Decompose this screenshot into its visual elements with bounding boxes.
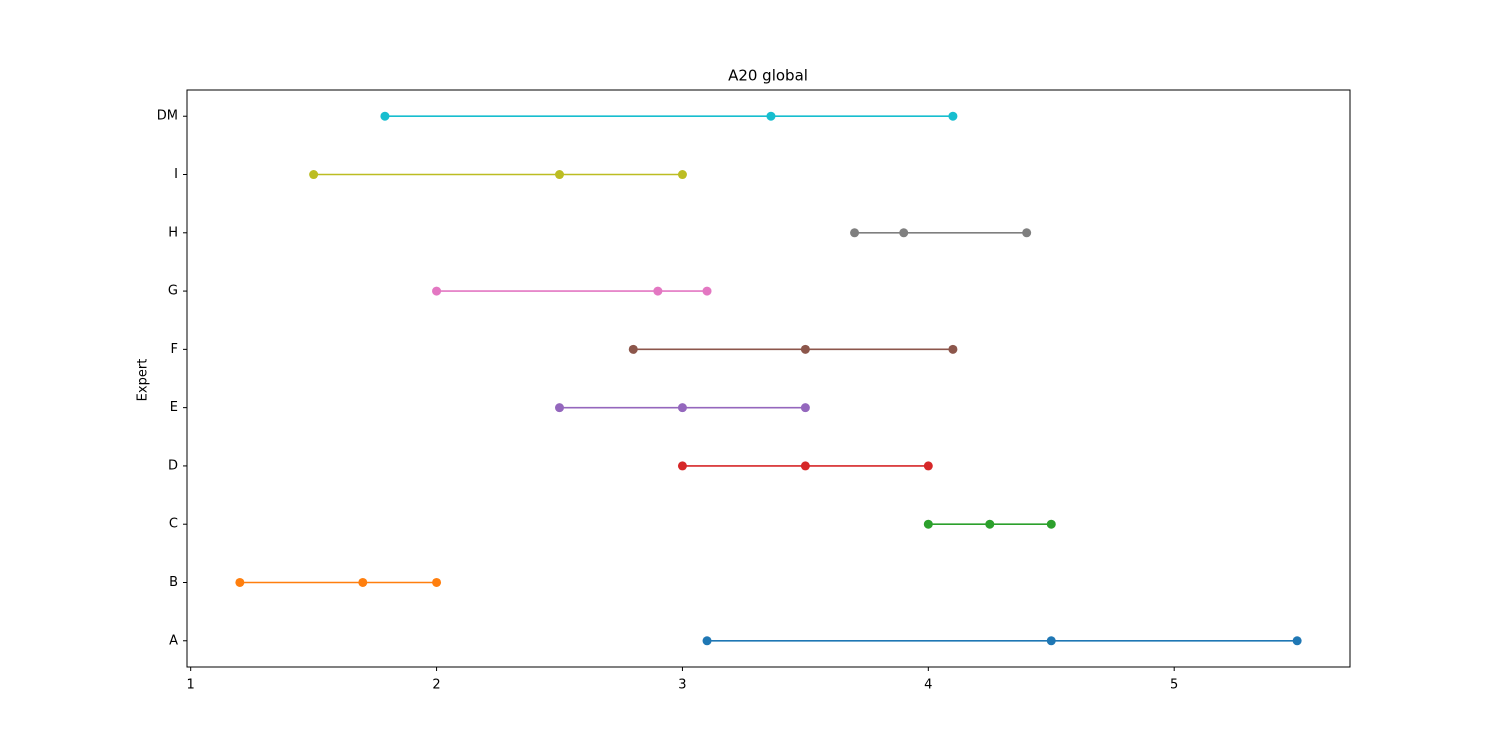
marker [628,344,638,354]
marker [800,461,810,471]
x-tick-label: 3 [678,678,686,693]
y-tick-label: C [169,517,178,532]
marker [432,577,442,587]
marker [309,170,319,180]
marker [380,111,390,121]
x-tick-label: 5 [1170,678,1178,693]
y-tick-label: B [169,575,178,590]
plot-frame [186,89,1351,668]
y-tick-label: G [168,284,178,299]
marker [677,170,687,180]
chart-title: A20 global [728,67,808,85]
marker [850,228,860,238]
marker [899,228,909,238]
y-axis-label: Expert [136,359,151,402]
marker [923,519,933,529]
marker [1046,636,1056,646]
marker [1046,519,1056,529]
y-tick-label: A [169,633,178,648]
marker [702,286,712,296]
y-tick-label: DM [157,109,178,124]
marker [555,403,565,413]
marker [677,461,687,471]
marker [358,577,368,587]
marker [948,111,958,121]
y-tick-label: F [171,342,178,357]
marker [653,286,663,296]
marker [766,111,776,121]
marker [702,636,712,646]
marker [432,286,442,296]
marker [555,170,565,180]
x-tick-label: 2 [432,678,440,693]
marker [800,403,810,413]
y-tick-label: D [168,458,178,473]
marker [985,519,995,529]
x-tick-label: 4 [924,678,932,693]
y-tick-label: I [174,167,178,182]
marker [235,577,245,587]
marker [800,344,810,354]
y-tick-label: H [168,225,178,240]
x-tick-label: 1 [187,678,195,693]
marker [1292,636,1302,646]
marker [923,461,933,471]
marker [1022,228,1032,238]
marker [948,344,958,354]
y-tick-label: E [170,400,178,415]
marker [677,403,687,413]
